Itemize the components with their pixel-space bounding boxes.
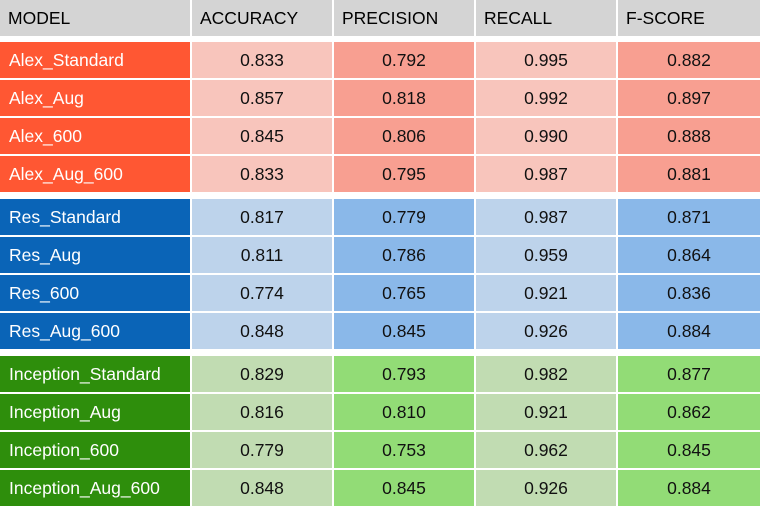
- accuracy-value: 0.833: [192, 156, 332, 192]
- recall-value: 0.962: [476, 432, 616, 468]
- model-name: Alex_Aug: [0, 80, 190, 116]
- model-name: Alex_Standard: [0, 42, 190, 78]
- precision-value: 0.795: [334, 156, 474, 192]
- recall-value: 0.926: [476, 470, 616, 506]
- table-row: Alex_Aug 0.857 0.818 0.992 0.897: [0, 80, 760, 116]
- model-name: Res_Aug: [0, 237, 190, 273]
- header-row: MODEL ACCURACY PRECISION RECALL F-SCORE: [0, 0, 760, 36]
- precision-value: 0.810: [334, 394, 474, 430]
- header-recall: RECALL: [476, 0, 616, 36]
- table-row: Alex_600 0.845 0.806 0.990 0.888: [0, 118, 760, 154]
- table-row: Inception_600 0.779 0.753 0.962 0.845: [0, 432, 760, 468]
- precision-value: 0.765: [334, 275, 474, 311]
- f-score-value: 0.864: [618, 237, 760, 273]
- f-score-value: 0.888: [618, 118, 760, 154]
- header-accuracy: ACCURACY: [192, 0, 332, 36]
- model-name: Inception_600: [0, 432, 190, 468]
- model-name: Res_600: [0, 275, 190, 311]
- recall-value: 0.990: [476, 118, 616, 154]
- accuracy-value: 0.845: [192, 118, 332, 154]
- accuracy-value: 0.848: [192, 470, 332, 506]
- accuracy-value: 0.816: [192, 394, 332, 430]
- model-name: Inception_Standard: [0, 356, 190, 392]
- accuracy-value: 0.857: [192, 80, 332, 116]
- table-row: Alex_Aug_600 0.833 0.795 0.987 0.881: [0, 156, 760, 192]
- precision-value: 0.753: [334, 432, 474, 468]
- model-name: Inception_Aug_600: [0, 470, 190, 506]
- table-row: Inception_Standard 0.829 0.793 0.982 0.877: [0, 356, 760, 392]
- accuracy-value: 0.811: [192, 237, 332, 273]
- model-name: Alex_600: [0, 118, 190, 154]
- header-precision: PRECISION: [334, 0, 474, 36]
- model-name: Alex_Aug_600: [0, 156, 190, 192]
- precision-value: 0.793: [334, 356, 474, 392]
- table-row: Inception_Aug_600 0.848 0.845 0.926 0.884: [0, 470, 760, 506]
- recall-value: 0.926: [476, 313, 616, 349]
- precision-value: 0.786: [334, 237, 474, 273]
- accuracy-value: 0.833: [192, 42, 332, 78]
- table-row: Alex_Standard 0.833 0.792 0.995 0.882: [0, 42, 760, 78]
- f-score-value: 0.882: [618, 42, 760, 78]
- recall-value: 0.959: [476, 237, 616, 273]
- model-name: Res_Aug_600: [0, 313, 190, 349]
- precision-value: 0.818: [334, 80, 474, 116]
- model-name: Res_Standard: [0, 199, 190, 235]
- recall-value: 0.987: [476, 156, 616, 192]
- table-row: Res_Aug_600 0.848 0.845 0.926 0.884: [0, 313, 760, 349]
- recall-value: 0.921: [476, 394, 616, 430]
- f-score-value: 0.897: [618, 80, 760, 116]
- recall-value: 0.992: [476, 80, 616, 116]
- table-row: Res_Aug 0.811 0.786 0.959 0.864: [0, 237, 760, 273]
- recall-value: 0.982: [476, 356, 616, 392]
- recall-value: 0.995: [476, 42, 616, 78]
- table-row: Res_600 0.774 0.765 0.921 0.836: [0, 275, 760, 311]
- header-model: MODEL: [0, 0, 190, 36]
- precision-value: 0.845: [334, 313, 474, 349]
- recall-value: 0.987: [476, 199, 616, 235]
- table-row: Inception_Aug 0.816 0.810 0.921 0.862: [0, 394, 760, 430]
- model-name: Inception_Aug: [0, 394, 190, 430]
- accuracy-value: 0.817: [192, 199, 332, 235]
- f-score-value: 0.884: [618, 470, 760, 506]
- f-score-value: 0.862: [618, 394, 760, 430]
- f-score-value: 0.871: [618, 199, 760, 235]
- f-score-value: 0.884: [618, 313, 760, 349]
- precision-value: 0.845: [334, 470, 474, 506]
- accuracy-value: 0.829: [192, 356, 332, 392]
- recall-value: 0.921: [476, 275, 616, 311]
- accuracy-value: 0.779: [192, 432, 332, 468]
- f-score-value: 0.845: [618, 432, 760, 468]
- precision-value: 0.806: [334, 118, 474, 154]
- table-row: Res_Standard 0.817 0.779 0.987 0.871: [0, 199, 760, 235]
- accuracy-value: 0.848: [192, 313, 332, 349]
- f-score-value: 0.836: [618, 275, 760, 311]
- precision-value: 0.792: [334, 42, 474, 78]
- header-f-score: F-SCORE: [618, 0, 760, 36]
- accuracy-value: 0.774: [192, 275, 332, 311]
- f-score-value: 0.881: [618, 156, 760, 192]
- precision-value: 0.779: [334, 199, 474, 235]
- f-score-value: 0.877: [618, 356, 760, 392]
